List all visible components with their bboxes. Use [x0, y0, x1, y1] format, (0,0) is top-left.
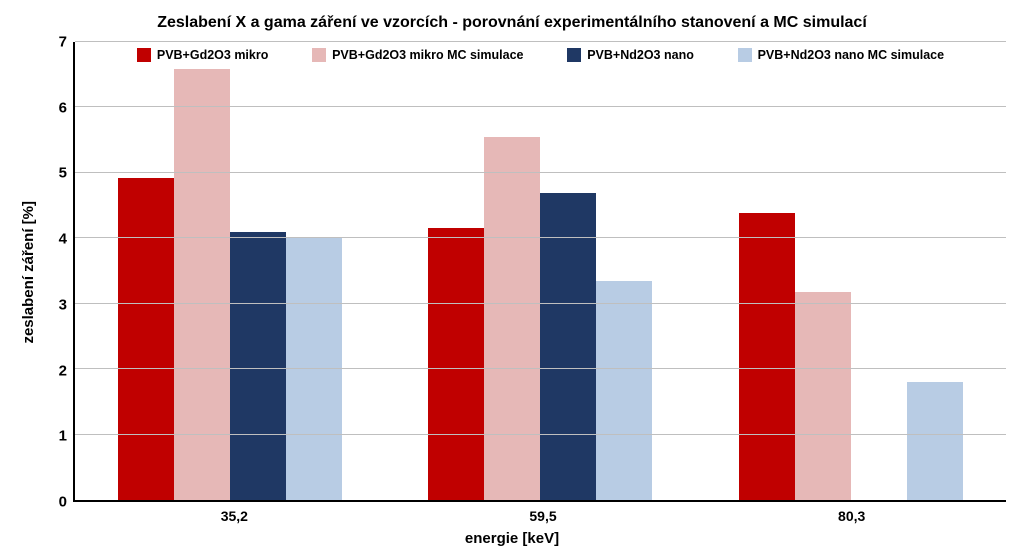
legend-label: PVB+Gd2O3 mikro [157, 48, 269, 62]
y-tick-label: 2 [59, 362, 67, 379]
plot-area-outer: zeslabení záření [%] 01234567 PVB+Gd2O3 … [18, 42, 1006, 502]
bar [795, 292, 851, 500]
legend-swatch [312, 48, 326, 62]
bar [739, 213, 795, 500]
y-tick-label: 0 [59, 494, 67, 511]
gridline [75, 106, 1006, 107]
legend-swatch [137, 48, 151, 62]
bar [428, 228, 484, 500]
gridline [75, 368, 1006, 369]
legend-label: PVB+Nd2O3 nano [587, 48, 694, 62]
legend: PVB+Gd2O3 mikro PVB+Gd2O3 mikro MC simula… [75, 48, 1006, 62]
legend-label: PVB+Gd2O3 mikro MC simulace [332, 48, 523, 62]
x-tick-label: 35,2 [80, 508, 389, 524]
legend-swatch [567, 48, 581, 62]
legend-item: PVB+Gd2O3 mikro [137, 48, 269, 62]
bar [484, 137, 540, 500]
y-axis-label: zeslabení záření [%] [18, 201, 39, 344]
legend-swatch [738, 48, 752, 62]
bar [596, 281, 652, 500]
bar [907, 382, 963, 500]
y-tick-label: 4 [59, 231, 67, 248]
y-tick-label: 3 [59, 296, 67, 313]
gridline [75, 303, 1006, 304]
bar [540, 193, 596, 501]
legend-label: PVB+Nd2O3 nano MC simulace [758, 48, 945, 62]
bar [174, 69, 230, 500]
gridline [75, 434, 1006, 435]
bar-group [696, 42, 1006, 500]
gridline [75, 237, 1006, 238]
x-axis-ticks: 35,259,580,3 [80, 508, 1006, 524]
y-tick-label: 5 [59, 165, 67, 182]
bar [118, 178, 174, 500]
bar-groups [75, 42, 1006, 500]
gridline [75, 172, 1006, 173]
legend-item: PVB+Gd2O3 mikro MC simulace [312, 48, 523, 62]
chart-container: Zeslabení X a gama záření ve vzorcích - … [0, 0, 1024, 539]
x-tick-label: 59,5 [389, 508, 698, 524]
y-tick-label: 6 [59, 99, 67, 116]
legend-item: PVB+Nd2O3 nano MC simulace [738, 48, 945, 62]
legend-item: PVB+Nd2O3 nano [567, 48, 694, 62]
x-tick-label: 80,3 [697, 508, 1006, 524]
bar-group [75, 42, 385, 500]
gridline [75, 41, 1006, 42]
plot-area: PVB+Gd2O3 mikro PVB+Gd2O3 mikro MC simula… [73, 42, 1006, 502]
y-tick-label: 7 [59, 34, 67, 51]
chart-title: Zeslabení X a gama záření ve vzorcích - … [18, 14, 1006, 32]
y-axis: 01234567 [39, 42, 73, 502]
y-tick-label: 1 [59, 428, 67, 445]
bar-group [385, 42, 695, 500]
bar [230, 232, 286, 500]
